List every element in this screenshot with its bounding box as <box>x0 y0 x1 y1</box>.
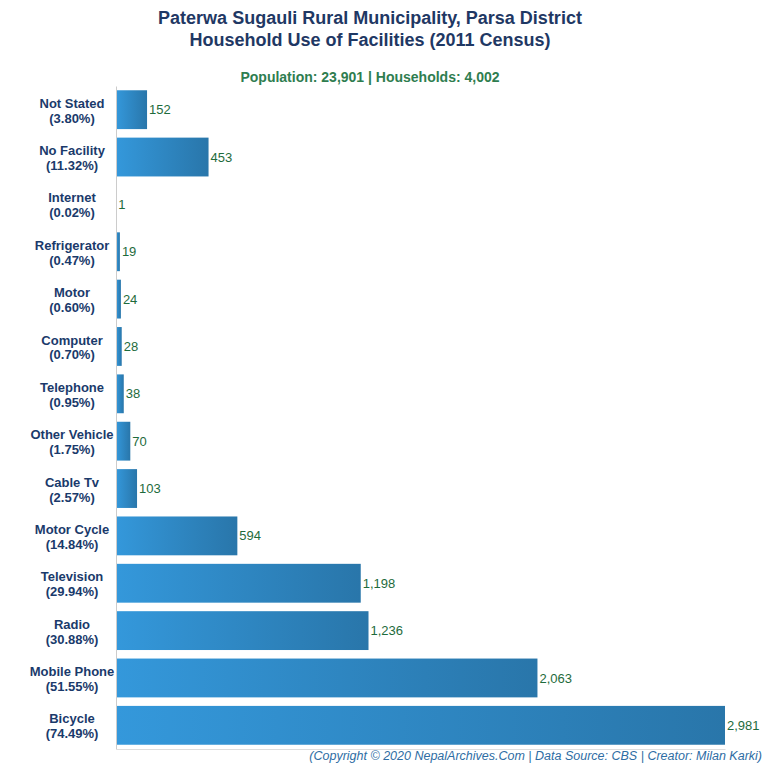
tick: Not Stated(3.80%) <box>40 96 117 126</box>
tick: Computer(0.70%) <box>41 333 116 363</box>
category-percent: (2.57%) <box>49 490 95 505</box>
category-name: Cable Tv <box>45 475 100 490</box>
tick-label: Motor(0.60%) <box>49 285 95 315</box>
category-percent: (74.49%) <box>46 726 99 741</box>
category-percent: (0.70%) <box>49 347 95 362</box>
data-label: 38 <box>126 386 140 401</box>
data-label: 1,198 <box>363 576 396 591</box>
data-label: 1 <box>118 197 125 212</box>
tick-label: Bicycle(74.49%) <box>46 711 99 741</box>
category-percent: (0.47%) <box>49 253 95 268</box>
category-name: Motor Cycle <box>35 522 109 537</box>
axis-line <box>116 87 117 750</box>
data-label: 103 <box>139 481 161 496</box>
tick-label: Refrigerator(0.47%) <box>35 238 109 268</box>
category-percent: (0.02%) <box>49 205 95 220</box>
category-name: Computer <box>41 333 102 348</box>
data-label: 70 <box>132 434 146 449</box>
data-label: 28 <box>124 339 138 354</box>
data-label: 24 <box>123 292 137 307</box>
bar <box>116 659 537 698</box>
bar <box>116 422 130 461</box>
tick-label: Telephone(0.95%) <box>40 380 104 410</box>
tick-label: No Facility(11.32%) <box>39 143 106 173</box>
chart: Paterwa Sugauli Rural Municipality, Pars… <box>0 0 768 768</box>
category-name: Bicycle <box>49 711 95 726</box>
category-percent: (30.88%) <box>46 632 99 647</box>
tick-label: Internet(0.02%) <box>48 190 96 220</box>
category-percent: (11.32%) <box>46 158 98 173</box>
data-label: 2,981 <box>727 718 760 733</box>
bar <box>116 90 147 129</box>
category-percent: (0.95%) <box>49 395 95 410</box>
category-percent: (3.80%) <box>49 111 95 126</box>
tick: Cable Tv(2.57%) <box>45 475 116 505</box>
bar <box>116 564 361 603</box>
tick-label: Not Stated(3.80%) <box>40 96 105 126</box>
data-label: 1,236 <box>371 623 404 638</box>
tick: Mobile Phone(51.55%) <box>30 664 116 694</box>
tick-label: Other Vehicle(1.75%) <box>30 427 113 457</box>
tick: Television(29.94%) <box>41 569 116 599</box>
tick-label: Radio(30.88%) <box>46 617 99 647</box>
bar <box>116 374 124 413</box>
data-label: 2,063 <box>539 671 572 686</box>
tick: Internet(0.02%) <box>48 190 116 220</box>
data-label: 594 <box>239 528 261 543</box>
bar <box>116 611 369 650</box>
data-label: 453 <box>211 150 233 165</box>
tick: Radio(30.88%) <box>46 617 116 647</box>
tick: Bicycle(74.49%) <box>46 711 116 741</box>
category-percent: (1.75%) <box>49 442 95 457</box>
category-name: Other Vehicle <box>30 427 113 442</box>
bar <box>116 706 725 745</box>
bars <box>116 90 725 744</box>
category-percent: (14.84%) <box>46 537 99 552</box>
category-name: Mobile Phone <box>30 664 115 679</box>
data-label: 19 <box>122 244 136 259</box>
tick: Motor Cycle(14.84%) <box>35 522 116 552</box>
tick-label: Motor Cycle(14.84%) <box>35 522 109 552</box>
tick: Telephone(0.95%) <box>40 380 116 410</box>
bar <box>116 469 137 508</box>
title: Household Use of Facilities (2011 Census… <box>189 30 550 50</box>
category-name: Television <box>41 569 104 584</box>
category-percent: (29.94%) <box>46 584 99 599</box>
tick: Other Vehicle(1.75%) <box>30 427 116 457</box>
data-label: 152 <box>149 102 171 117</box>
tick-label: Cable Tv(2.57%) <box>45 475 100 505</box>
tick: Motor(0.60%) <box>49 285 116 315</box>
tick-label: Mobile Phone(51.55%) <box>30 664 115 694</box>
category-percent: (0.60%) <box>49 300 95 315</box>
tick-label: Television(29.94%) <box>41 569 104 599</box>
title: Paterwa Sugauli Rural Municipality, Pars… <box>158 8 582 28</box>
category-name: Refrigerator <box>35 238 109 253</box>
category-name: Radio <box>54 617 90 632</box>
source: (Copyright © 2020 NepalArchives.Com | Da… <box>309 749 762 763</box>
category-name: Motor <box>54 285 90 300</box>
y-axis: Not Stated(3.80%) No Facility(11.32%) Inte… <box>30 87 117 750</box>
data-labels: 152 453 1 19 24 28 38 70 103 594 1,198 1,236 2,063 2,… <box>118 102 759 733</box>
bar <box>116 516 237 555</box>
subtitle: Population: 23,901 | Households: 4,002 <box>240 69 499 85</box>
tick-label: Computer(0.70%) <box>41 333 102 363</box>
category-name: Internet <box>48 190 96 205</box>
category-name: Telephone <box>40 380 104 395</box>
bar <box>116 138 209 177</box>
category-name: No Facility <box>39 143 106 158</box>
category-name: Not Stated <box>40 96 105 111</box>
tick: Refrigerator(0.47%) <box>35 238 116 268</box>
category-percent: (51.55%) <box>46 679 99 694</box>
tick: No Facility(11.32%) <box>39 143 116 173</box>
